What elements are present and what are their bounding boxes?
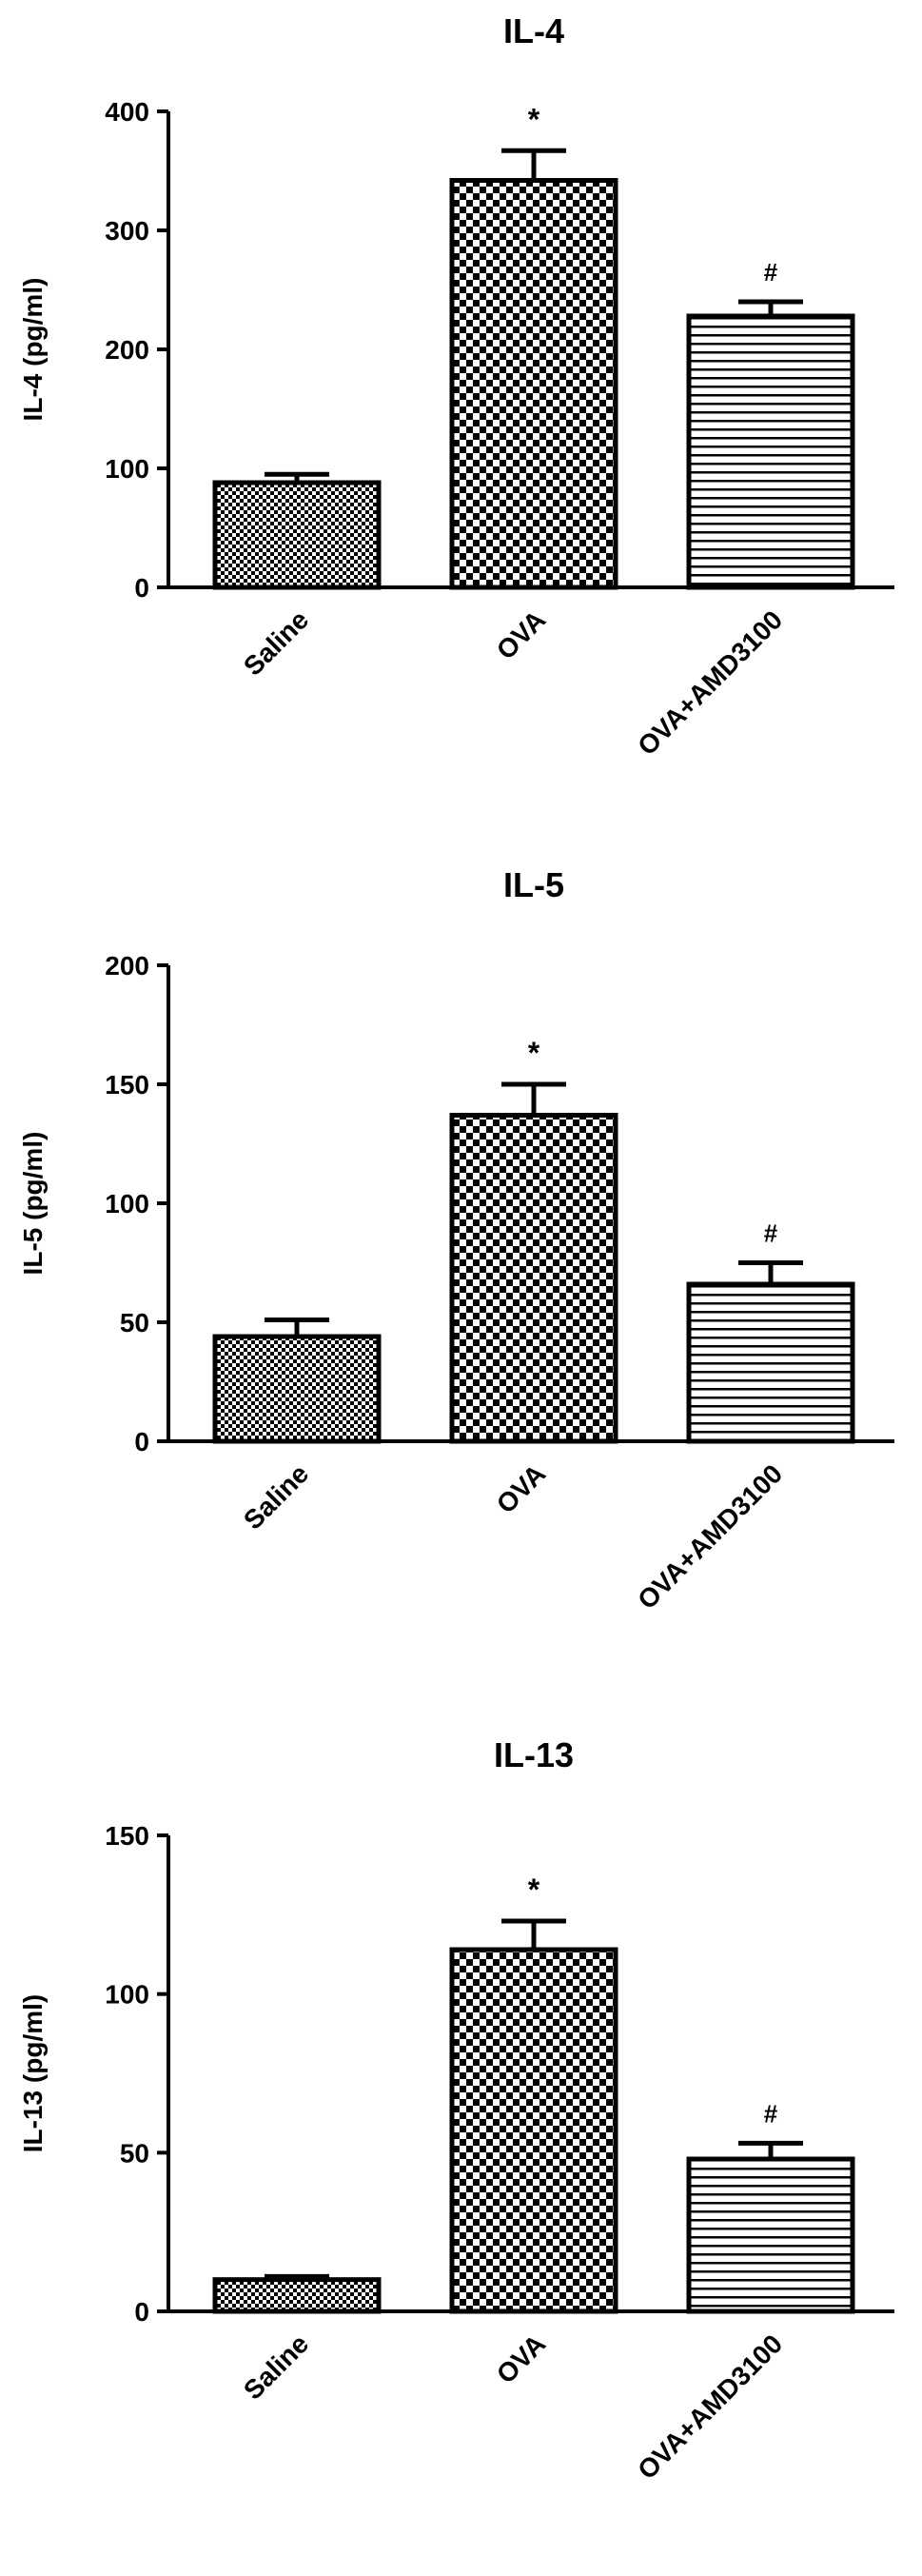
x-tick-label: Saline <box>238 1458 314 1535</box>
x-tick-label: OVA <box>491 1458 551 1518</box>
chart-title: IL-4 <box>503 11 564 50</box>
error-bar <box>738 1260 803 1284</box>
y-axis-label: IL-5 (pg/ml) <box>18 1132 48 1276</box>
y-tick-label: 100 <box>105 1980 149 2010</box>
y-tick-label: 0 <box>134 2297 149 2327</box>
y-tick-label: 150 <box>105 1821 149 1851</box>
error-bar <box>501 1918 566 1950</box>
significance-mark: * <box>528 1036 540 1070</box>
y-tick-label: 100 <box>105 454 149 484</box>
error-bar <box>501 148 566 181</box>
y-tick-label: 200 <box>105 951 149 981</box>
bar <box>686 2156 855 2314</box>
x-tick-label: OVA+AMD3100 <box>632 2328 788 2485</box>
y-tick-label: 150 <box>105 1070 149 1100</box>
bar <box>212 1334 382 1444</box>
bar <box>449 178 618 590</box>
error-bar <box>738 2140 803 2159</box>
error-bar <box>265 1318 329 1337</box>
x-tick-label: OVA <box>491 2328 551 2388</box>
x-tick-label: OVA <box>491 604 551 664</box>
bar <box>449 1947 618 2314</box>
significance-mark: # <box>764 1219 778 1248</box>
bar <box>686 1281 855 1444</box>
y-tick-label: 400 <box>105 97 149 127</box>
y-axis-label: IL-13 (pg/ml) <box>18 1994 48 2152</box>
y-tick-label: 100 <box>105 1189 149 1219</box>
significance-mark: # <box>764 258 778 287</box>
y-tick-label: 0 <box>134 573 149 603</box>
bar <box>686 313 855 590</box>
x-tick-label: Saline <box>238 604 314 681</box>
chart-title: IL-5 <box>503 865 564 904</box>
y-tick-label: 200 <box>105 335 149 365</box>
chart-title: IL-13 <box>494 1735 574 1774</box>
bar <box>449 1113 618 1444</box>
y-tick-label: 300 <box>105 216 149 246</box>
bar <box>212 480 382 590</box>
x-tick-label: Saline <box>238 2328 314 2405</box>
x-tick-label: OVA+AMD3100 <box>632 604 788 761</box>
significance-mark: # <box>764 2099 778 2128</box>
y-tick-label: 50 <box>120 2138 149 2168</box>
y-tick-label: 0 <box>134 1427 149 1456</box>
bar <box>212 2277 382 2314</box>
y-tick-label: 50 <box>120 1308 149 1338</box>
x-tick-label: OVA+AMD3100 <box>632 1458 788 1615</box>
significance-mark: * <box>528 102 540 136</box>
significance-mark: * <box>528 1873 540 1907</box>
y-axis-label: IL-4 (pg/ml) <box>18 278 48 422</box>
error-bar <box>501 1081 566 1116</box>
